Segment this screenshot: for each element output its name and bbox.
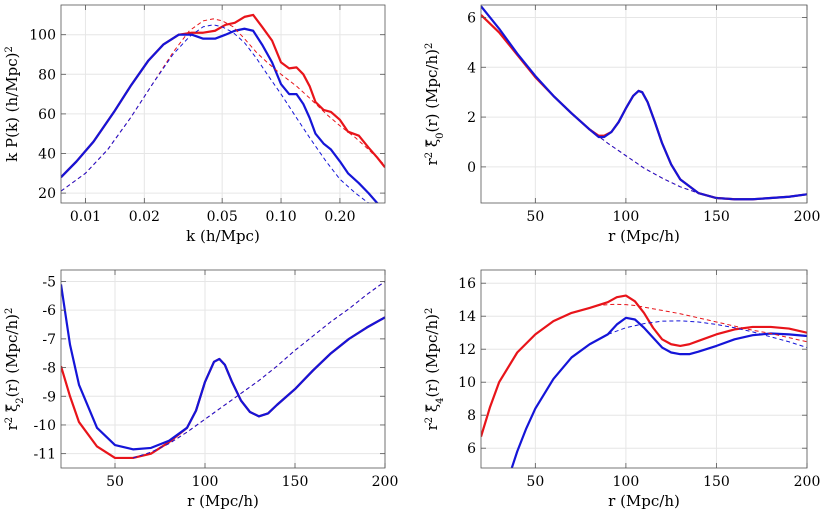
y-tick-label: 60 (38, 107, 56, 123)
y-tick-label: 12 (458, 342, 476, 358)
power-spectrum-panel: 0.01 0.02 0.05 0.10 0.20 20 40 60 80 100 k (h/Mpc)… (3, 4, 386, 245)
series-line-3 (61, 18, 385, 192)
y-tick-label: 20 (38, 186, 56, 202)
series-line-4 (589, 320, 807, 349)
series-line-1 (61, 13, 385, 179)
y-tick-label: -9 (42, 389, 56, 405)
x-tick-label: 0.05 (207, 209, 238, 225)
series-line-4 (61, 24, 370, 203)
x-tick-label: 0.02 (129, 209, 160, 225)
x-tick-label: 200 (794, 474, 821, 490)
plot-frame (480, 4, 808, 204)
x-axis-label: r (Mpc/h) (608, 227, 680, 245)
y-tick-label: 6 (467, 441, 476, 457)
x-tick-label: 200 (372, 474, 399, 490)
series-line-3 (132, 281, 385, 459)
series-line-4 (132, 281, 385, 459)
x-tick-label: 0.20 (324, 209, 355, 225)
x-axis-label: k (h/Mpc) (186, 227, 260, 245)
monopole-panel: 50 100 150 200 0 2 4 6 r (Mpc/h) r2 ξ̃0(r) (Mpc/h… (423, 4, 821, 245)
y-tick-label: 0 (467, 160, 476, 176)
x-tick-label: 0.10 (265, 209, 296, 225)
y-axis-label: r2 ξ̃4(r) (Mpc/h)2 (423, 308, 446, 431)
y-axis-label: r2 ξ̃2(r) (Mpc/h)2 (3, 308, 26, 431)
y-tick-label: 4 (467, 60, 476, 76)
x-tick-label: 100 (613, 474, 640, 490)
y-tick-label: -6 (42, 303, 56, 319)
y-tick-label: 2 (467, 110, 476, 126)
x-tick-label: 100 (613, 209, 640, 225)
x-axis-label: r (Mpc/h) (608, 492, 680, 510)
y-tick-label: -11 (33, 447, 56, 463)
series-line-4 (589, 129, 735, 200)
y-tick-label: 8 (467, 408, 476, 424)
y-axis-label: r2 ξ̃0(r) (Mpc/h)2 (423, 43, 446, 166)
plot-frame (480, 269, 808, 469)
series-line-2 (481, 5, 807, 201)
x-tick-label: 200 (794, 209, 821, 225)
x-tick-label: 50 (526, 474, 544, 490)
x-tick-label: 100 (192, 474, 219, 490)
x-tick-label: 50 (106, 474, 124, 490)
x-tick-label: 150 (282, 474, 309, 490)
series-line-1 (481, 14, 807, 201)
y-tick-label: 80 (38, 67, 56, 83)
x-tick-label: 0.01 (70, 209, 101, 225)
x-tick-label: 50 (526, 209, 544, 225)
y-tick-label: 40 (38, 147, 56, 163)
y-tick-label: 10 (458, 375, 476, 391)
x-tick-label: 150 (703, 474, 730, 490)
series-line-2 (61, 27, 379, 203)
y-tick-label: 6 (467, 10, 476, 26)
series-line-3 (589, 303, 807, 343)
y-tick-label: -7 (42, 332, 56, 348)
plot-frame (60, 4, 386, 204)
y-tick-label: 16 (458, 276, 476, 292)
series-line-1 (481, 294, 807, 437)
series-line-2 (61, 284, 385, 451)
hexadecapole-panel: 50 100 150 200 6 8 10 12 14 16 r (Mpc/h) r2 ξ̃4(r) … (423, 269, 821, 510)
plot-frame (60, 269, 386, 469)
x-tick-label: 150 (703, 209, 730, 225)
quadrupole-panel: 50 100 150 200 -11 -10 -9 -8 -7 -6 -5 r (Mpc/h) r2 ξ… (3, 269, 399, 510)
x-axis-label: r (Mpc/h) (187, 492, 259, 510)
y-tick-label: -5 (42, 274, 56, 290)
series-line-2 (510, 316, 807, 468)
y-tick-label: -8 (42, 361, 56, 377)
y-tick-label: -10 (33, 418, 56, 434)
y-axis-label: k P(k) (h/Mpc)2 (3, 46, 21, 162)
y-tick-label: 14 (458, 309, 476, 325)
y-tick-label: 100 (29, 28, 56, 44)
